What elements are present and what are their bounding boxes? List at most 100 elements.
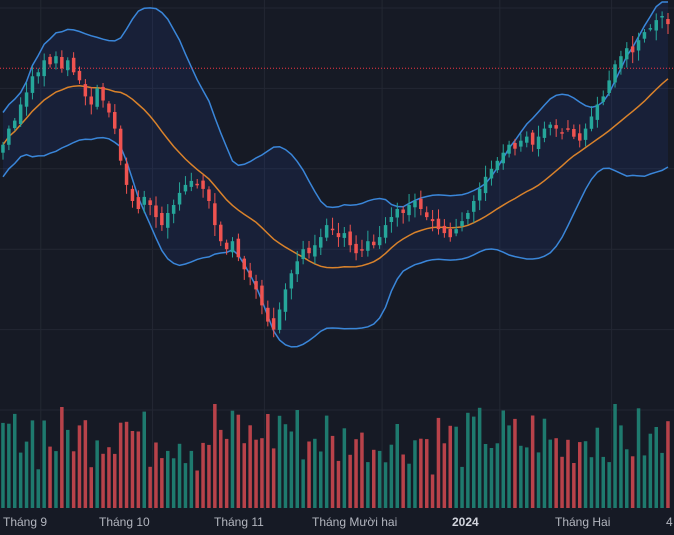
candle-body (625, 48, 629, 60)
candle-body (30, 76, 35, 93)
candle-body (489, 168, 494, 179)
volume-bar (213, 404, 217, 508)
volume-bar (413, 440, 417, 508)
candle-body (71, 57, 76, 73)
volume-bar (419, 438, 423, 508)
candle (483, 165, 488, 201)
candle-body (201, 180, 205, 189)
volume-bar (230, 410, 235, 508)
candle (372, 234, 376, 249)
candle-body (395, 209, 399, 218)
volume-bar (219, 429, 223, 508)
candle (319, 228, 323, 255)
candle (113, 104, 117, 135)
candle (636, 32, 641, 61)
volume-bar (430, 474, 435, 508)
candle (48, 54, 52, 68)
candle (336, 222, 341, 247)
volume-bar (660, 452, 664, 508)
volume-bar (154, 442, 158, 508)
candle (154, 196, 158, 228)
candle (213, 193, 217, 236)
volume-bar (89, 467, 93, 508)
x-tick-4: 4 (666, 515, 673, 529)
candle-body (413, 201, 417, 208)
volume-bar (642, 455, 647, 508)
volume-bar (224, 438, 229, 508)
candle-body (148, 200, 152, 205)
volume-bar (448, 425, 452, 508)
volume-bar (342, 428, 347, 508)
volume-bar (483, 444, 488, 508)
candle (601, 90, 605, 106)
candle (489, 160, 494, 186)
candle-body (77, 70, 82, 81)
candle-body (289, 273, 294, 289)
volume-bar (189, 450, 194, 508)
bollinger-band-fill (3, 2, 668, 347)
candle (560, 128, 564, 140)
candle (366, 230, 370, 257)
volume-bar (136, 431, 141, 508)
candle (248, 262, 252, 286)
volume-bar (236, 414, 241, 508)
candle (501, 144, 505, 170)
candle-body (36, 72, 40, 77)
candle-body (419, 198, 423, 209)
candle (201, 175, 205, 198)
candle-body (360, 249, 364, 251)
candle-body (372, 241, 376, 246)
volume-bar (242, 443, 246, 508)
candle (224, 239, 229, 255)
volume-bar (171, 458, 176, 508)
bollinger-upper-line (2, 1, 668, 209)
volume-bar (271, 448, 276, 508)
candle-body (66, 60, 70, 71)
x-tick-2024: 2024 (452, 515, 479, 529)
volume-bar (166, 450, 170, 508)
candle-body (54, 56, 58, 64)
volume-bar (142, 411, 146, 508)
volume-bar (107, 447, 111, 508)
candle-body (324, 225, 329, 238)
volume-bar (636, 408, 641, 508)
candle (583, 123, 588, 147)
candle-body (636, 40, 641, 51)
candle (654, 13, 658, 41)
candle (171, 199, 176, 224)
candle (630, 36, 635, 64)
candle-body (130, 188, 135, 201)
candle-body (136, 197, 141, 209)
candle (666, 13, 670, 34)
candle (625, 42, 629, 68)
candle (660, 11, 664, 29)
candle (118, 125, 123, 166)
candle-body (313, 245, 317, 257)
candle-body (495, 160, 500, 171)
candle (548, 121, 552, 136)
candle (360, 239, 364, 257)
grid-lines (0, 0, 674, 510)
candle-body (124, 163, 129, 185)
candle (589, 106, 594, 132)
volume-bar (436, 417, 441, 508)
volume-bar (124, 421, 129, 508)
volume-bar (289, 431, 294, 508)
volume-bar (118, 422, 123, 508)
candle-body (24, 92, 29, 107)
candle-body (1, 144, 5, 153)
volume-bar (354, 439, 358, 508)
volume-bar (177, 443, 182, 508)
candle-body (13, 120, 17, 129)
candle (136, 190, 141, 214)
candle (142, 190, 146, 213)
x-tick-feb: Tháng Hai (555, 515, 610, 529)
volume-bar (248, 425, 252, 508)
candle (242, 255, 246, 280)
volume-bar (395, 424, 399, 508)
candle (425, 206, 429, 221)
candles (1, 11, 670, 338)
volume-bar (560, 456, 564, 508)
candle (442, 219, 447, 238)
